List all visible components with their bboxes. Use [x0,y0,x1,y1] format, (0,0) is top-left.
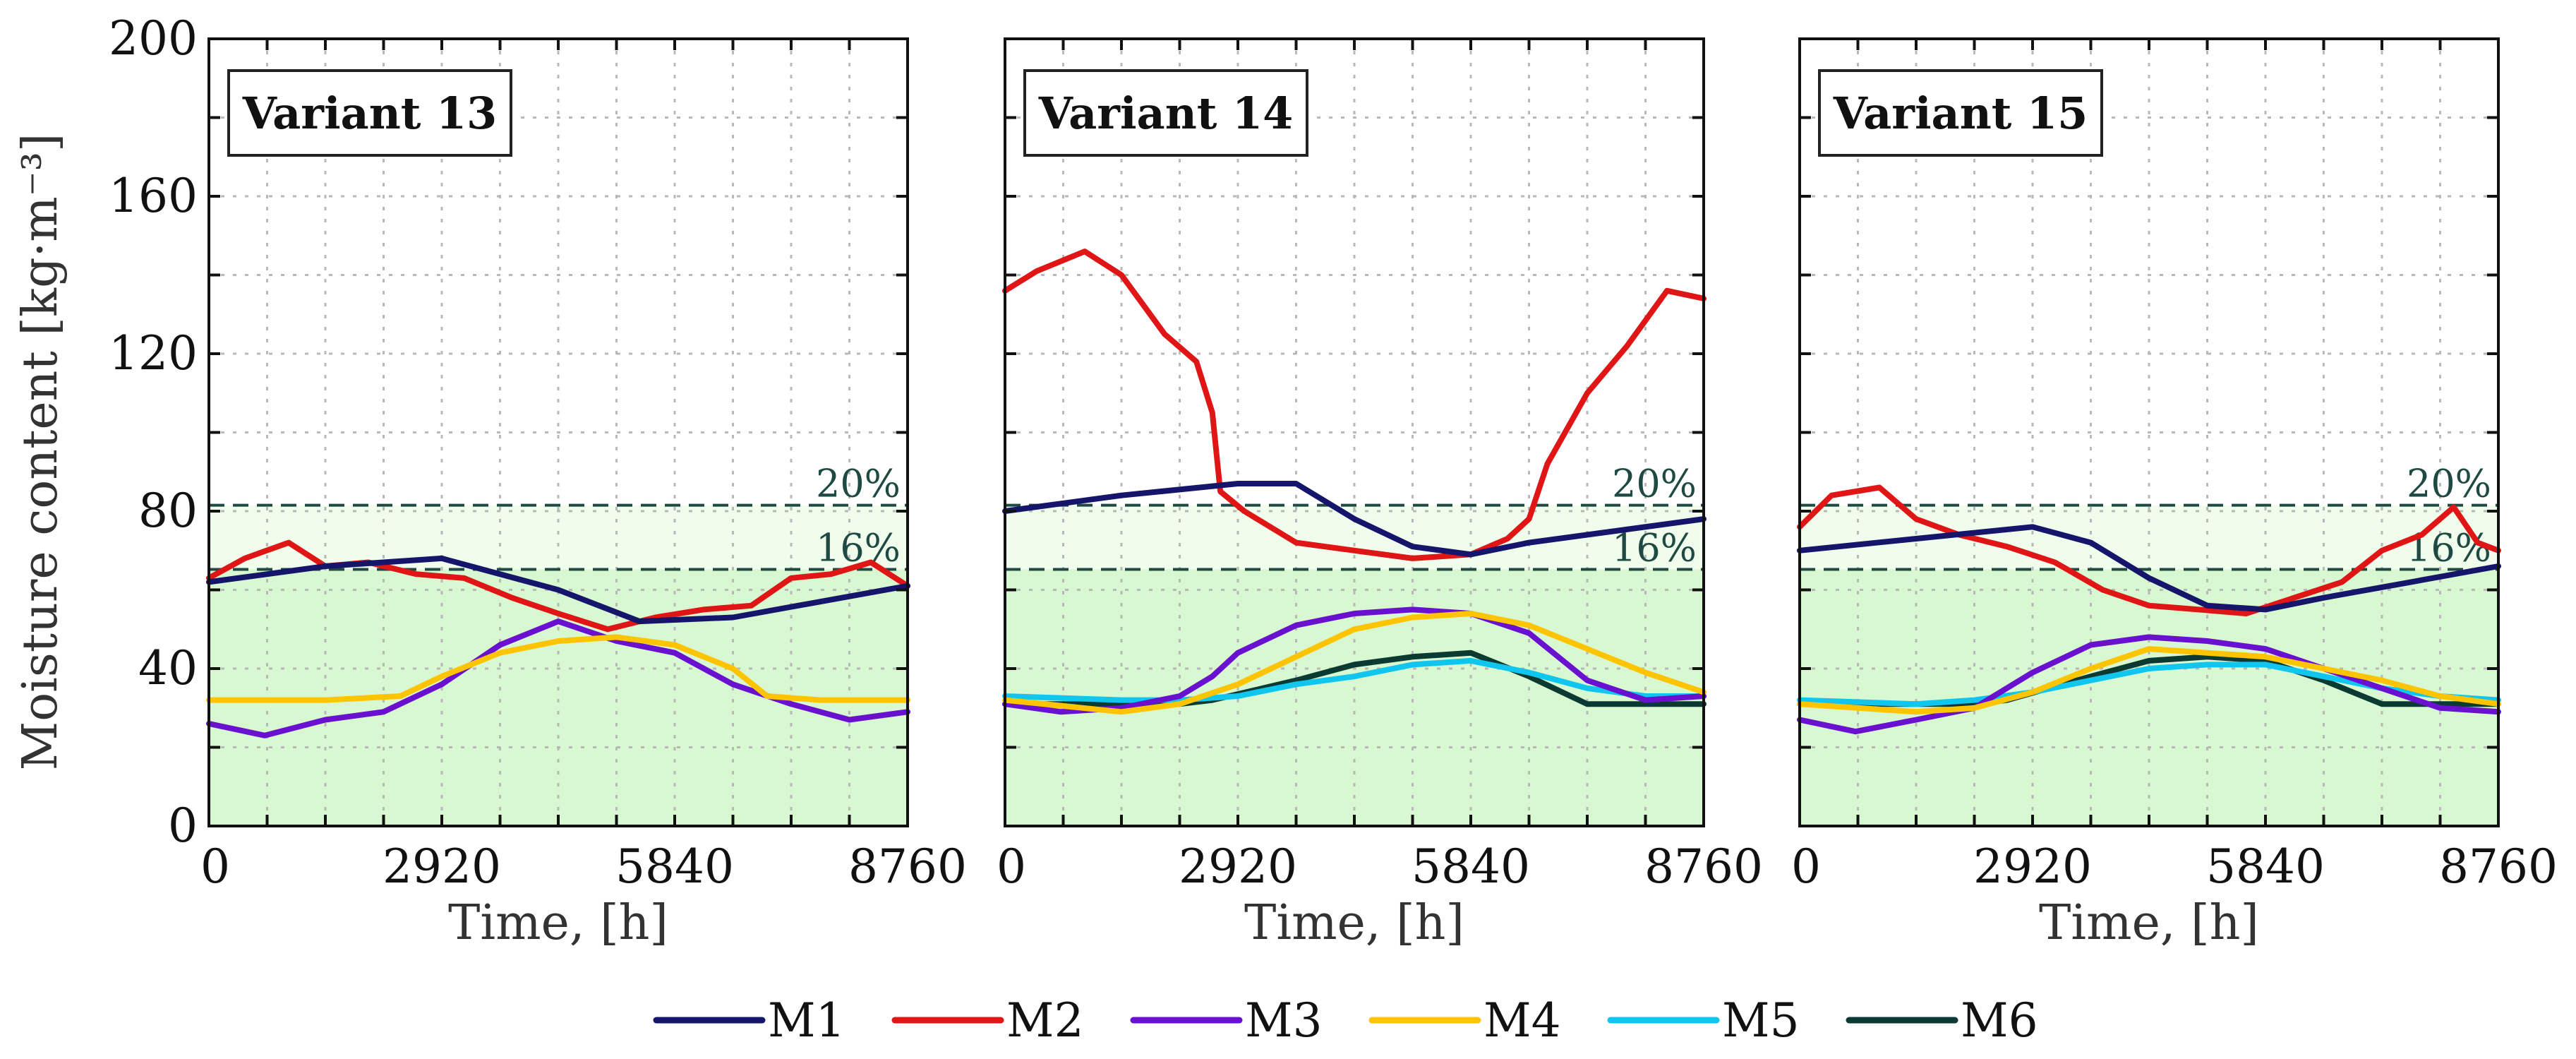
y-tick-label: 160 [109,169,198,223]
series-m1-line [1002,481,1707,558]
legend-label: M4 [1483,993,1561,1048]
legend-label: M6 [1961,993,2038,1048]
panel-title: Variant 13 [242,88,498,139]
series-m3-line [206,618,910,738]
panels-group: 20% 16% 0 40 80 120 160 200 0 2920 5840 8760 Time, [… [109,11,2558,951]
x-axis-title: Time, [h] [1244,895,1464,951]
x-tick-label: 0 [1791,839,1821,894]
series-m2-line [206,539,910,633]
panel-title-box [1818,69,2103,157]
threshold-label-16pct: 16% [2407,526,2491,570]
series-m4-line [1002,611,1707,715]
series-m6-line [1002,650,1707,707]
series-m2-line [1797,484,2501,616]
x-tick-label: 2920 [1179,839,1297,894]
x-tick-label: 5840 [2206,839,2325,894]
threshold-label-20pct: 20% [1612,462,1697,506]
legend: M1 M2 M3 M4 M5 M6 [653,993,2038,1048]
x-tick-label: 8760 [1644,839,1763,894]
legend-item-m2: M2 [891,993,1084,1048]
legend-item-m1: M1 [653,993,845,1048]
threshold-label-20pct: 20% [816,462,901,506]
band-16-20 [1005,505,1704,570]
panel-title: Variant 14 [1038,88,1294,139]
y-tick-label: 120 [109,326,198,381]
series-m4-line [206,634,910,703]
panel-title: Variant 15 [1833,88,2088,139]
y-tick-label: 0 [168,798,198,853]
x-tick-label: 2920 [1973,839,2092,894]
x-tick-label: 5840 [615,839,734,894]
y-tick-label: 40 [138,641,198,695]
legend-item-m4: M4 [1368,993,1561,1048]
legend-item-m3: M3 [1130,993,1323,1048]
y-axis-title: Moisture content [kg·m⁻³] [13,133,68,771]
x-tick-label: 5840 [1412,839,1530,894]
legend-item-m6: M6 [1846,993,2038,1048]
panel-3: 20% 16% 0 2920 5840 8760 Time, [h] Variant 15 [1791,37,2558,951]
x-tick-label: 2920 [383,839,501,894]
legend-label: M3 [1245,993,1323,1048]
panel-2: 20% 16% 0 2920 5840 8760 Time, [h] Variant 14 [997,37,1763,951]
threshold-label-16pct: 16% [1612,526,1697,570]
series-m3-line [1002,606,1707,715]
legend-label: M2 [1006,993,1084,1048]
panel-title-box [227,69,512,157]
series-m1-line [1797,524,2501,613]
y-tick-label: 80 [138,484,198,538]
panel-1: 20% 16% 0 40 80 120 160 200 0 2920 5840 8760 Time, [… [109,11,967,951]
series-m2-line [1002,249,1707,561]
series-m1-line [206,555,910,625]
x-axis-title: Time, [h] [2039,895,2259,951]
legend-label: M5 [1722,993,1800,1048]
threshold-label-20pct: 20% [2407,462,2491,506]
series-m4-line [1797,646,2501,715]
series-m3-line [1797,634,2501,735]
x-tick-label: 8760 [848,839,967,894]
x-axis-title: Time, [h] [448,895,668,951]
legend-label: M1 [768,993,845,1048]
panel-title-box [1023,69,1308,157]
x-tick-label: 0 [997,839,1026,894]
x-tick-label: 8760 [2439,839,2558,894]
y-tick-label: 200 [109,11,198,66]
legend-item-m5: M5 [1607,993,1800,1048]
threshold-label-16pct: 16% [816,526,901,570]
x-tick-label: 0 [200,839,230,894]
band-16-20 [209,505,908,570]
